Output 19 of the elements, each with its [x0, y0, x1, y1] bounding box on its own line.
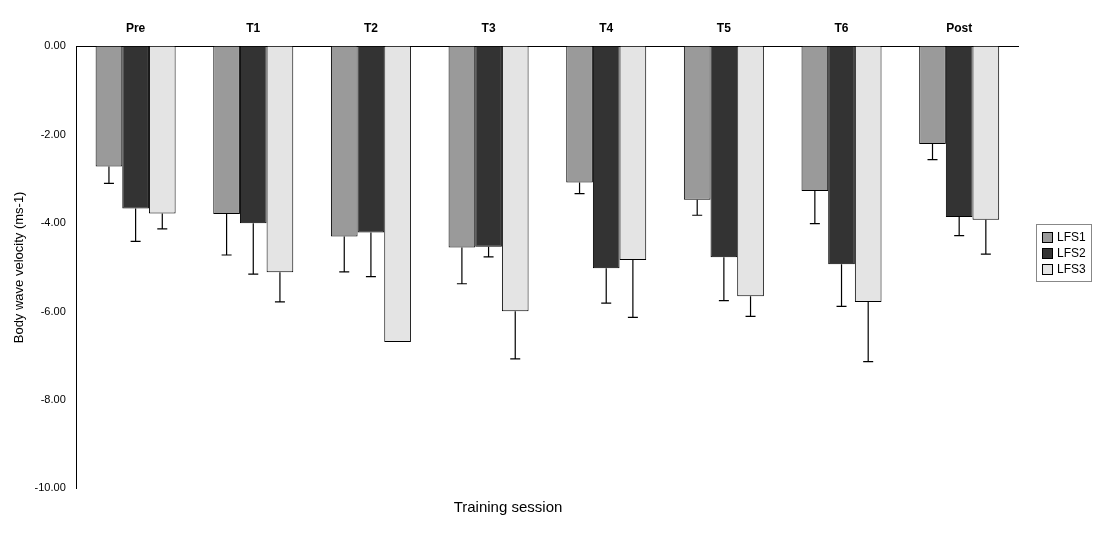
x-tick-label: T3: [481, 20, 496, 35]
y-tick-label: -4.00: [40, 216, 66, 229]
y-tick-label: -8.00: [40, 393, 66, 406]
x-tick-label: Post: [946, 20, 973, 35]
x-tick-label: T1: [246, 20, 261, 35]
x-axis-title: Training session: [452, 498, 564, 515]
y-tick-label: 0.00: [44, 39, 66, 52]
y-tick-label: -10.00: [34, 481, 66, 494]
x-tick-label: T2: [363, 20, 379, 35]
legend-label: LFS3: [1057, 262, 1086, 276]
x-tick-label: Pre: [125, 20, 146, 35]
y-tick-label: -2.00: [40, 127, 66, 140]
y-tick-label: -6.00: [40, 304, 66, 317]
x-tick-label: T6: [834, 20, 849, 35]
x-tick-label: T4: [599, 20, 614, 35]
legend-label: LFS2: [1057, 246, 1086, 260]
legend-label: LFS1: [1057, 230, 1086, 244]
x-tick-label: T5: [716, 20, 732, 35]
y-axis-title: Body wave velocity (ms-1): [11, 191, 27, 344]
